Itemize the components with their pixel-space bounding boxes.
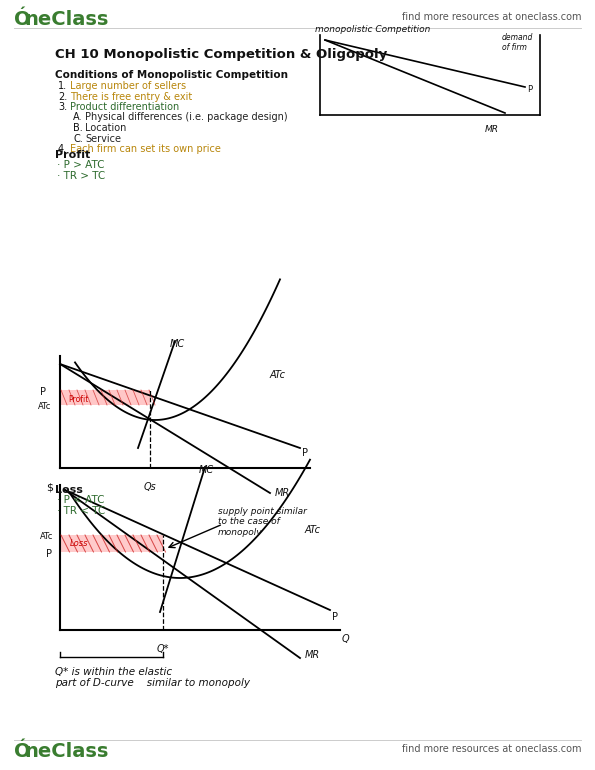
Text: MR: MR xyxy=(305,650,320,660)
Text: P: P xyxy=(46,549,52,559)
Text: There is free entry & exit: There is free entry & exit xyxy=(70,92,192,102)
Bar xyxy=(61,535,163,552)
Text: Physical differences (i.e. package design): Physical differences (i.e. package desig… xyxy=(85,112,287,122)
Text: neClass: neClass xyxy=(24,742,108,761)
Text: neClass: neClass xyxy=(24,10,108,29)
Text: find more resources at oneclass.com: find more resources at oneclass.com xyxy=(402,12,582,22)
Text: Qs: Qs xyxy=(144,482,156,492)
Text: ATc: ATc xyxy=(270,370,286,380)
Text: C.: C. xyxy=(73,133,83,143)
Text: 2.: 2. xyxy=(58,92,67,102)
Text: · P > ATC: · P > ATC xyxy=(57,160,105,170)
Text: Large number of sellers: Large number of sellers xyxy=(70,81,186,91)
Text: demand
of firm: demand of firm xyxy=(502,33,533,52)
Text: part of D-curve    similar to monopoly: part of D-curve similar to monopoly xyxy=(55,678,250,688)
Text: 3.: 3. xyxy=(58,102,67,112)
Text: · P < ATC: · P < ATC xyxy=(57,495,105,505)
Text: monopolistic Competition: monopolistic Competition xyxy=(315,25,430,34)
Text: · TR < TC: · TR < TC xyxy=(57,506,105,516)
Text: Q* is within the elastic: Q* is within the elastic xyxy=(55,667,172,677)
Text: 1.: 1. xyxy=(58,81,67,91)
Text: A.: A. xyxy=(73,112,83,122)
Text: find more resources at oneclass.com: find more resources at oneclass.com xyxy=(402,744,582,754)
Text: Profit: Profit xyxy=(68,394,89,403)
Text: Each firm can set its own price: Each firm can set its own price xyxy=(70,144,221,154)
Text: Location: Location xyxy=(85,123,126,133)
Text: supply point similar
to the case of
monopoly: supply point similar to the case of mono… xyxy=(218,507,307,537)
Text: P: P xyxy=(332,612,338,622)
Text: Loss: Loss xyxy=(55,485,83,495)
Text: MR: MR xyxy=(485,125,499,134)
Text: Ó: Ó xyxy=(14,10,30,29)
Text: ATc: ATc xyxy=(38,402,51,411)
Text: ATc: ATc xyxy=(40,532,54,541)
Text: Q*: Q* xyxy=(157,644,170,654)
Text: Product differentiation: Product differentiation xyxy=(70,102,179,112)
Bar xyxy=(61,390,150,405)
Text: CH 10 Monopolistic Competition & Oligopoly: CH 10 Monopolistic Competition & Oligopo… xyxy=(55,48,387,61)
Text: MR: MR xyxy=(275,488,290,498)
Text: P: P xyxy=(302,448,308,458)
Text: Q: Q xyxy=(342,634,350,644)
Text: 4.: 4. xyxy=(58,144,67,154)
Text: B.: B. xyxy=(73,123,83,133)
Text: Ó: Ó xyxy=(14,742,30,761)
Text: Loss: Loss xyxy=(70,540,89,548)
Text: MC: MC xyxy=(170,339,185,349)
Text: P: P xyxy=(527,85,532,94)
Text: $: $ xyxy=(46,483,53,493)
Text: · TR > TC: · TR > TC xyxy=(57,171,105,181)
Text: MC: MC xyxy=(199,465,214,475)
Text: Profit: Profit xyxy=(55,150,90,160)
Text: Conditions of Monopolistic Competition: Conditions of Monopolistic Competition xyxy=(55,70,288,80)
Text: P: P xyxy=(40,387,46,397)
Text: ATc: ATc xyxy=(305,525,321,535)
Text: Service: Service xyxy=(85,133,121,143)
